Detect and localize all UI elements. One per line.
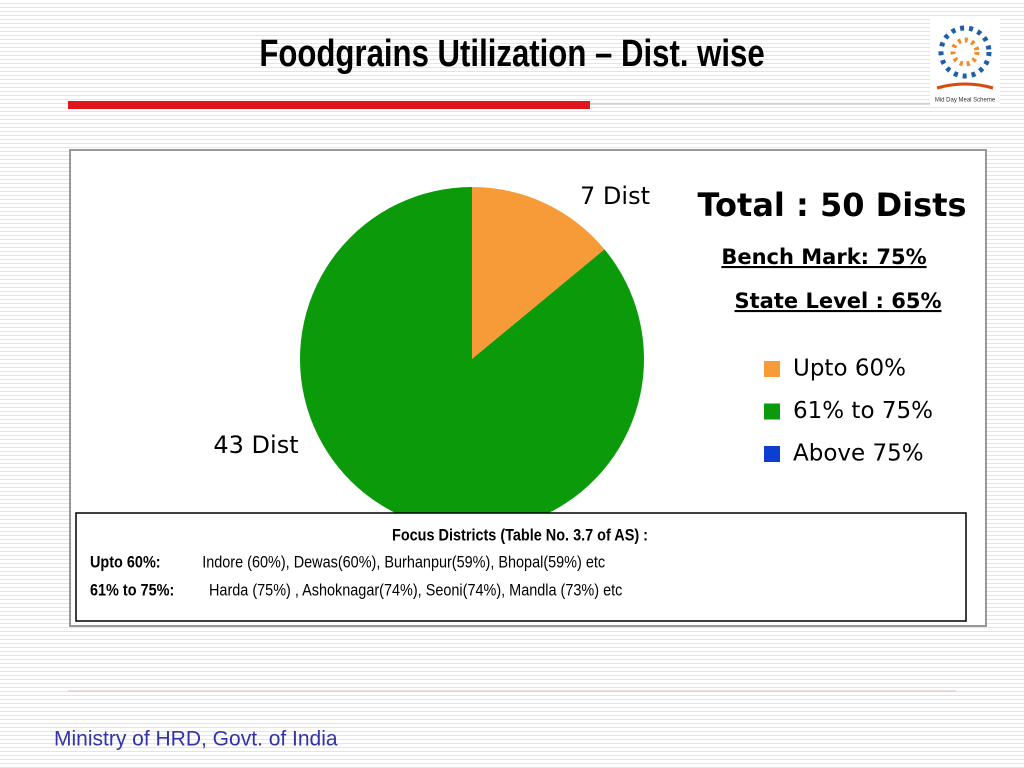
data-label: 43 Dist <box>213 431 298 459</box>
focus-label: 61% to 75%: <box>90 581 174 599</box>
focus-heading: Focus Districts (Table No. 3.7 of AS) : <box>392 526 648 544</box>
focus-text: Harda (75%) , Ashoknagar(74%), Seoni(74%… <box>209 581 622 599</box>
logo-text: Mid Day Meal Scheme <box>935 98 996 104</box>
slide-title: Foodgrains Utilization – Dist. wise <box>259 33 764 75</box>
pie <box>300 187 644 531</box>
data-label: 7 Dist <box>580 182 650 210</box>
pie-slice <box>300 187 644 531</box>
focus-label: Upto 60%: <box>90 553 161 571</box>
legend-label: Above 75% <box>793 441 924 467</box>
title-rule <box>68 101 590 109</box>
annotation: Total : 50 Dists <box>697 186 966 224</box>
legend-swatch <box>764 361 780 377</box>
annotation: Bench Mark: 75% <box>721 245 926 269</box>
pie-slice <box>472 187 605 359</box>
legend-swatch <box>764 403 780 420</box>
legend-label: 61% to 75% <box>793 398 933 424</box>
logo: Mid Day Meal Scheme <box>930 18 1000 106</box>
focus-text: Indore (60%), Dewas(60%), Burhanpur(59%)… <box>202 553 605 571</box>
footer: Ministry of HRD, Govt. of India <box>54 728 338 751</box>
focus-box <box>75 512 967 622</box>
legend: Upto 60% 61% to 75% Above 75% <box>764 356 933 467</box>
legend-label: Upto 60% <box>793 356 906 382</box>
legend-swatch <box>764 446 780 462</box>
annotation: State Level : 65% <box>735 289 942 313</box>
